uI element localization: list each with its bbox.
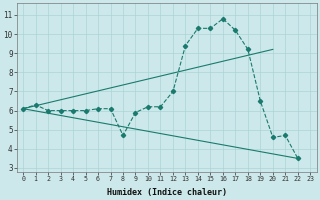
X-axis label: Humidex (Indice chaleur): Humidex (Indice chaleur): [107, 188, 227, 197]
